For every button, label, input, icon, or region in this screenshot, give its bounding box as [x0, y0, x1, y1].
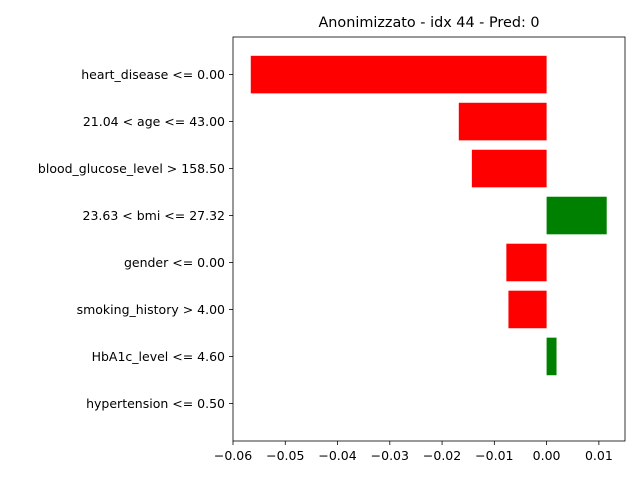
- bar-6: [546, 337, 557, 376]
- bar-0: [250, 55, 547, 94]
- x-tick-label: −0.05: [266, 448, 304, 463]
- x-tick-label: −0.06: [214, 448, 252, 463]
- bar-4: [506, 243, 547, 282]
- chart-title: Anonimizzato - idx 44 - Pred: 0: [318, 15, 539, 31]
- y-tick-label: hypertension <= 0.50: [86, 396, 225, 411]
- y-tick-label: heart_disease <= 0.00: [81, 67, 225, 82]
- bar-3: [546, 196, 607, 235]
- x-tick-label: −0.02: [423, 448, 461, 463]
- y-tick-label: gender <= 0.00: [124, 255, 225, 270]
- bar-2: [471, 149, 547, 188]
- bar-5: [508, 290, 547, 329]
- y-tick-label: blood_glucose_level > 158.50: [38, 161, 225, 176]
- y-tick-label: 23.63 < bmi <= 27.32: [83, 208, 225, 223]
- bar-1: [458, 102, 547, 141]
- y-tick-label: smoking_history > 4.00: [77, 302, 225, 317]
- plot-frame: [232, 36, 626, 442]
- x-axis-ticks: −0.06 −0.05 −0.04 −0.03 −0.02 −0.01 0.00 0.01: [214, 441, 613, 463]
- x-tick-label: −0.04: [318, 448, 356, 463]
- y-tick-label: 21.04 < age <= 43.00: [83, 114, 225, 129]
- x-tick-label: −0.03: [371, 448, 409, 463]
- y-axis-ticks: heart_disease <= 0.00 21.04 < age <= 43.0…: [38, 67, 233, 411]
- bars: [250, 55, 607, 376]
- x-tick-label: 0.01: [585, 448, 613, 463]
- y-tick-label: HbA1c_level <= 4.60: [92, 349, 225, 364]
- x-tick-label: −0.01: [475, 448, 513, 463]
- x-tick-label: 0.00: [533, 448, 561, 463]
